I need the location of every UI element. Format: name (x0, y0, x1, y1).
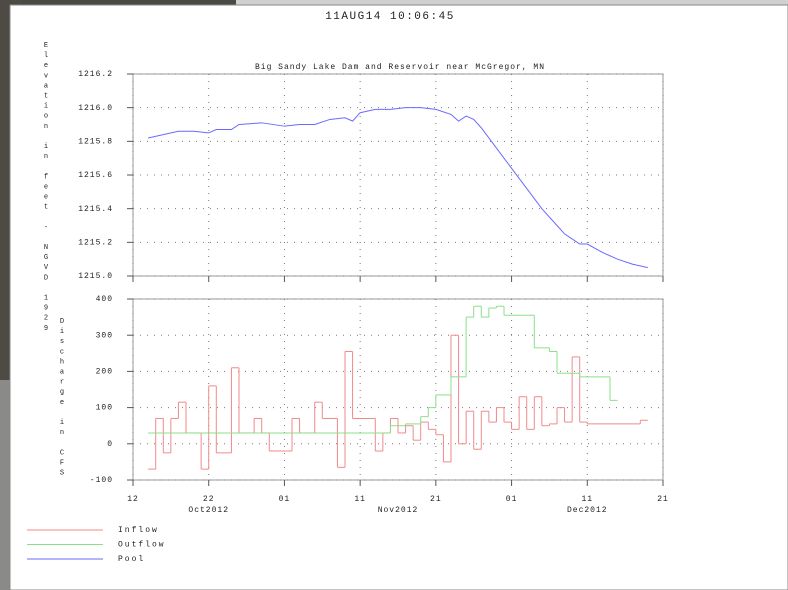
x-tick-label: 11 (581, 495, 593, 504)
x-tick-label: 22 (203, 495, 215, 504)
desktop-strip (236, 0, 788, 6)
month-label: Oct2012 (188, 506, 229, 515)
y-tick-label: 1216.0 (78, 104, 113, 113)
y-tick-label: 0 (107, 440, 113, 449)
y-tick-label: 1216.2 (78, 70, 113, 79)
y-tick-label: 1215.0 (78, 272, 113, 281)
legend-label: Pool (118, 555, 145, 564)
y-tick-label: 100 (96, 404, 113, 413)
pool-line (148, 107, 648, 269)
window (9, 4, 788, 590)
y-tick-label: 1215.6 (78, 171, 113, 180)
month-label: Dec2012 (567, 506, 608, 515)
x-tick-label: 11 (354, 495, 366, 504)
y-tick-label: 200 (96, 368, 113, 377)
chart-title: Big Sandy Lake Dam and Reservoir near Mc… (255, 63, 545, 72)
timestamp: 11AUG14 10:06:45 (325, 11, 455, 23)
x-tick-label: 12 (127, 495, 139, 504)
legend-label: Outflow (118, 541, 166, 550)
plot-frame (132, 298, 664, 481)
y-axis-label: Elevation in feet - NGVD 1929 (42, 42, 50, 335)
month-label: Nov2012 (378, 506, 419, 515)
x-tick-label: 21 (657, 495, 669, 504)
desktop-photo (0, 380, 10, 590)
x-tick-label: 01 (279, 495, 291, 504)
y-axis-label: Discharge in CFS (58, 318, 66, 480)
y-tick-label: 400 (96, 295, 113, 304)
y-tick-label: 1215.8 (78, 137, 113, 146)
y-tick-label: 1215.2 (78, 238, 113, 247)
legend-label: Inflow (118, 526, 159, 535)
desktop-strip (0, 0, 236, 6)
x-tick-label: 01 (506, 495, 518, 504)
y-tick-label: -100 (90, 476, 113, 485)
y-tick-label: 1215.4 (78, 205, 113, 214)
y-tick-label: 300 (96, 331, 113, 340)
x-tick-label: 21 (430, 495, 442, 504)
